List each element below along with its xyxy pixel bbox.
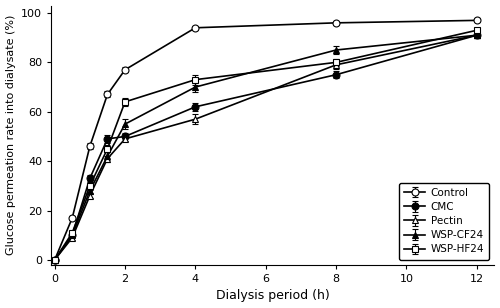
- X-axis label: Dialysis period (h): Dialysis period (h): [216, 290, 330, 302]
- Legend: Control, CMC, Pectin, WSP-CF24, WSP-HF24: Control, CMC, Pectin, WSP-CF24, WSP-HF24: [400, 183, 489, 260]
- Y-axis label: Glucose permeation rate into dialysate (%): Glucose permeation rate into dialysate (…: [6, 15, 16, 255]
